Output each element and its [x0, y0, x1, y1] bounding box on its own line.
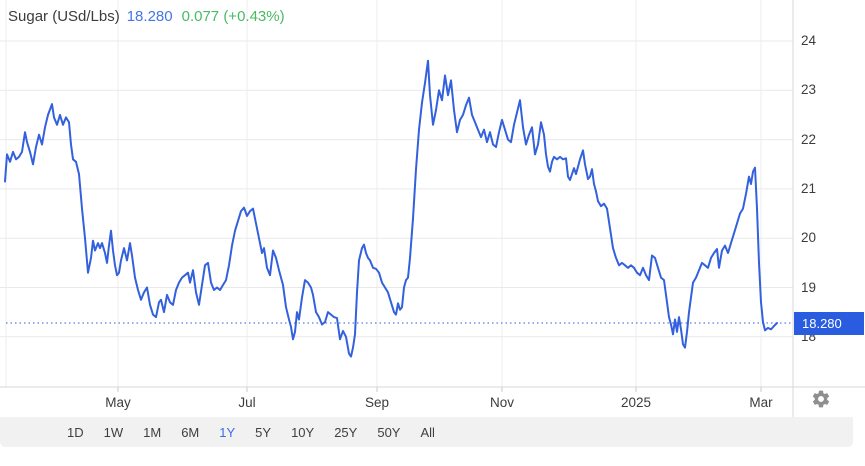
chart-header: Sugar (USd/Lbs) 18.280 0.077 (+0.43%) — [8, 7, 285, 27]
range-button-1w[interactable]: 1W — [103, 424, 124, 440]
price-line-chart[interactable] — [0, 0, 865, 417]
gear-icon-glyph — [812, 390, 830, 408]
instrument-price: 18.280 — [126, 8, 173, 25]
range-button-1d[interactable]: 1D — [67, 424, 84, 440]
timeframe-toolbar: 1D 1W 1M 6M 1Y 5Y 10Y 25Y 50Y All — [0, 417, 853, 447]
range-button-50y[interactable]: 50Y — [377, 424, 401, 440]
range-button-1m[interactable]: 1M — [143, 424, 162, 440]
range-button-1y[interactable]: 1Y — [219, 424, 236, 440]
instrument-title: Sugar (USd/Lbs) — [8, 8, 120, 25]
price-line — [4, 59, 778, 358]
current-price-badge: 18.280 — [794, 311, 864, 335]
range-button-6m[interactable]: 6M — [181, 424, 200, 440]
instrument-change: 0.077 (+0.43%) — [181, 8, 285, 25]
range-button-25y[interactable]: 25Y — [334, 424, 358, 440]
range-button-10y[interactable]: 10Y — [291, 424, 315, 440]
gear-icon[interactable] — [811, 389, 831, 409]
range-button-5y[interactable]: 5Y — [255, 424, 272, 440]
range-button-all[interactable]: All — [420, 424, 435, 440]
